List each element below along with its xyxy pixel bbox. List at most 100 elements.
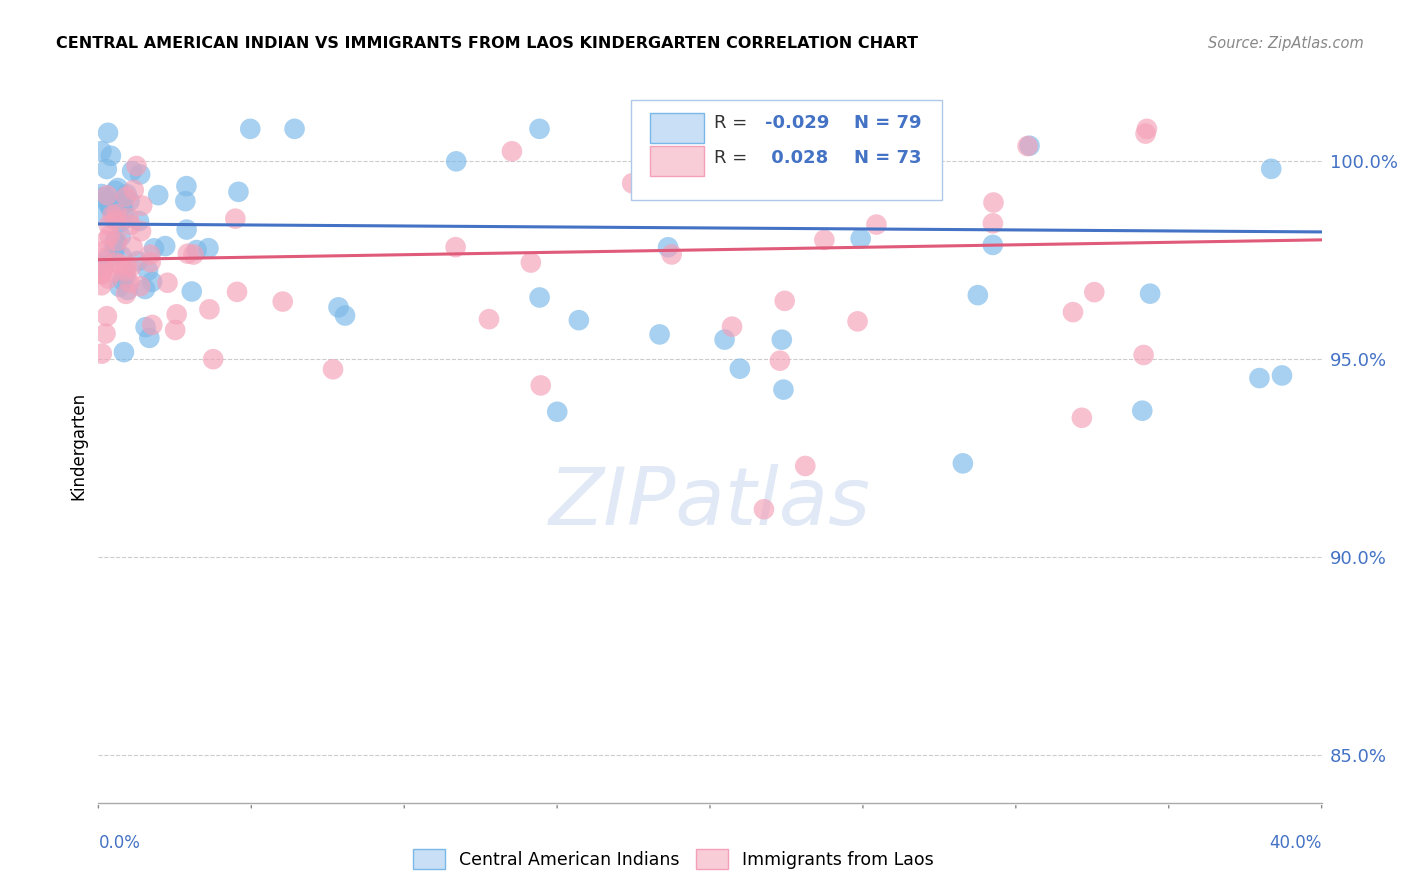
Point (90, 346, 112, 360)
Point (166, 307, 188, 321)
Point (713, 333, 735, 347)
Y-axis label: Kindergarten: Kindergarten (69, 392, 87, 500)
Point (93, 190, 115, 204)
Point (183, 247, 205, 261)
Point (1083, 285, 1105, 300)
Point (96, 252, 118, 266)
Point (283, 121, 305, 136)
Point (96, 162, 118, 177)
Point (1132, 348, 1154, 362)
Point (101, 265, 124, 279)
Point (110, 249, 132, 263)
Point (134, 282, 156, 296)
Point (120, 218, 142, 232)
Point (752, 502, 775, 516)
Point (661, 121, 683, 136)
Point (177, 246, 200, 260)
Point (846, 314, 869, 328)
Point (141, 318, 163, 332)
Point (770, 333, 793, 347)
Point (444, 154, 467, 169)
Point (112, 345, 135, 359)
Point (981, 238, 1004, 252)
Point (98, 228, 121, 243)
Point (648, 327, 671, 342)
Point (180, 285, 202, 299)
Point (546, 405, 568, 419)
Point (118, 194, 141, 208)
Point (703, 121, 725, 136)
Point (328, 301, 350, 315)
Point (1135, 127, 1157, 141)
Point (773, 293, 796, 308)
Point (865, 218, 887, 232)
Point (239, 121, 262, 136)
Point (117, 283, 139, 297)
Point (103, 242, 125, 256)
Point (813, 233, 835, 247)
Point (110, 229, 132, 244)
Point (111, 273, 134, 287)
Point (165, 323, 187, 337)
Point (966, 288, 988, 302)
Text: 0.028: 0.028 (765, 150, 828, 168)
Point (112, 205, 135, 219)
Point (794, 458, 817, 473)
Point (125, 159, 148, 173)
Point (127, 254, 149, 268)
Point (97, 271, 120, 285)
Point (121, 164, 143, 178)
Point (146, 188, 169, 202)
Point (728, 361, 751, 376)
Point (115, 286, 138, 301)
Point (952, 456, 974, 470)
Point (1017, 139, 1039, 153)
Point (983, 195, 1005, 210)
Point (108, 258, 131, 272)
Point (90, 144, 112, 158)
Point (90, 278, 112, 293)
Point (1070, 410, 1092, 425)
Point (104, 184, 127, 198)
Point (91, 260, 114, 275)
Text: R =: R = (714, 150, 752, 168)
Point (94, 194, 117, 208)
Point (105, 255, 128, 269)
Point (97, 126, 120, 140)
Point (530, 378, 553, 392)
Point (115, 264, 138, 278)
Point (271, 294, 294, 309)
FancyBboxPatch shape (630, 100, 942, 200)
Point (128, 214, 150, 228)
Point (114, 269, 136, 284)
Point (139, 255, 162, 269)
Point (96, 188, 118, 202)
Point (96, 309, 118, 323)
Point (153, 239, 176, 253)
Point (333, 309, 356, 323)
Point (322, 362, 344, 376)
Point (118, 276, 141, 290)
Point (224, 211, 246, 226)
Point (94, 244, 117, 258)
Point (478, 312, 501, 326)
Point (105, 234, 128, 248)
Point (97, 218, 120, 232)
Point (110, 195, 132, 210)
FancyBboxPatch shape (650, 146, 704, 177)
Point (115, 259, 138, 273)
Point (444, 240, 467, 254)
Point (108, 280, 131, 294)
Point (104, 234, 127, 248)
Point (849, 231, 872, 245)
Point (772, 383, 794, 397)
Point (520, 255, 543, 269)
Point (112, 199, 135, 213)
Point (101, 208, 124, 222)
Text: CENTRAL AMERICAN INDIAN VS IMMIGRANTS FROM LAOS KINDERGARTEN CORRELATION CHART: CENTRAL AMERICAN INDIAN VS IMMIGRANTS FR… (56, 36, 918, 51)
Point (657, 240, 679, 254)
Point (156, 276, 179, 290)
Point (981, 216, 1004, 230)
Point (202, 352, 225, 367)
Point (120, 260, 142, 274)
